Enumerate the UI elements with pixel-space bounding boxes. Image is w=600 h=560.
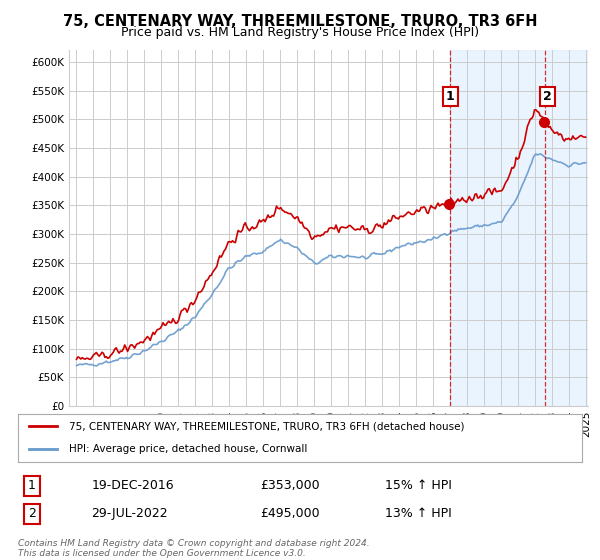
Text: 1: 1 xyxy=(446,90,455,103)
Text: 75, CENTENARY WAY, THREEMILESTONE, TRURO, TR3 6FH: 75, CENTENARY WAY, THREEMILESTONE, TRURO… xyxy=(63,14,537,29)
Text: 1: 1 xyxy=(28,479,36,492)
Text: 2: 2 xyxy=(28,507,36,520)
Text: Price paid vs. HM Land Registry's House Price Index (HPI): Price paid vs. HM Land Registry's House … xyxy=(121,26,479,39)
Text: 15% ↑ HPI: 15% ↑ HPI xyxy=(385,479,451,492)
Text: 13% ↑ HPI: 13% ↑ HPI xyxy=(385,507,451,520)
Text: HPI: Average price, detached house, Cornwall: HPI: Average price, detached house, Corn… xyxy=(69,444,307,454)
Text: 29-JUL-2022: 29-JUL-2022 xyxy=(91,507,168,520)
Text: 75, CENTENARY WAY, THREEMILESTONE, TRURO, TR3 6FH (detached house): 75, CENTENARY WAY, THREEMILESTONE, TRURO… xyxy=(69,421,464,431)
Text: Contains HM Land Registry data © Crown copyright and database right 2024.
This d: Contains HM Land Registry data © Crown c… xyxy=(18,539,370,558)
Text: £353,000: £353,000 xyxy=(260,479,320,492)
Text: 2: 2 xyxy=(543,90,552,103)
Text: 19-DEC-2016: 19-DEC-2016 xyxy=(91,479,174,492)
Bar xyxy=(450,50,588,406)
Text: £495,000: £495,000 xyxy=(260,507,320,520)
